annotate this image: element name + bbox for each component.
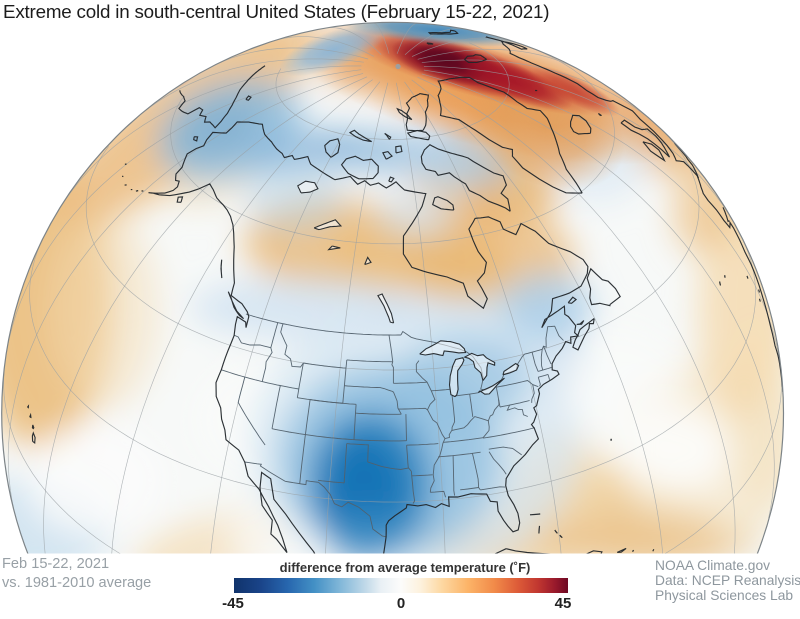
svg-text:Feb 15-22, 2021: Feb 15-22, 2021: [2, 556, 109, 572]
svg-text:45: 45: [555, 595, 572, 612]
svg-text:Extreme cold in south-central: Extreme cold in south-central United Sta…: [3, 1, 549, 22]
svg-text:Data: NCEP Reanalysis: Data: NCEP Reanalysis: [655, 573, 800, 588]
svg-text:difference from average temper: difference from average temperature (˚F): [280, 560, 531, 575]
svg-text:-45: -45: [222, 595, 244, 612]
svg-text:vs. 1981-2010 average: vs. 1981-2010 average: [2, 575, 151, 591]
svg-text:Physical Sciences Lab: Physical Sciences Lab: [655, 588, 793, 603]
svg-text:0: 0: [397, 595, 405, 612]
svg-text:NOAA Climate.gov: NOAA Climate.gov: [655, 558, 770, 573]
